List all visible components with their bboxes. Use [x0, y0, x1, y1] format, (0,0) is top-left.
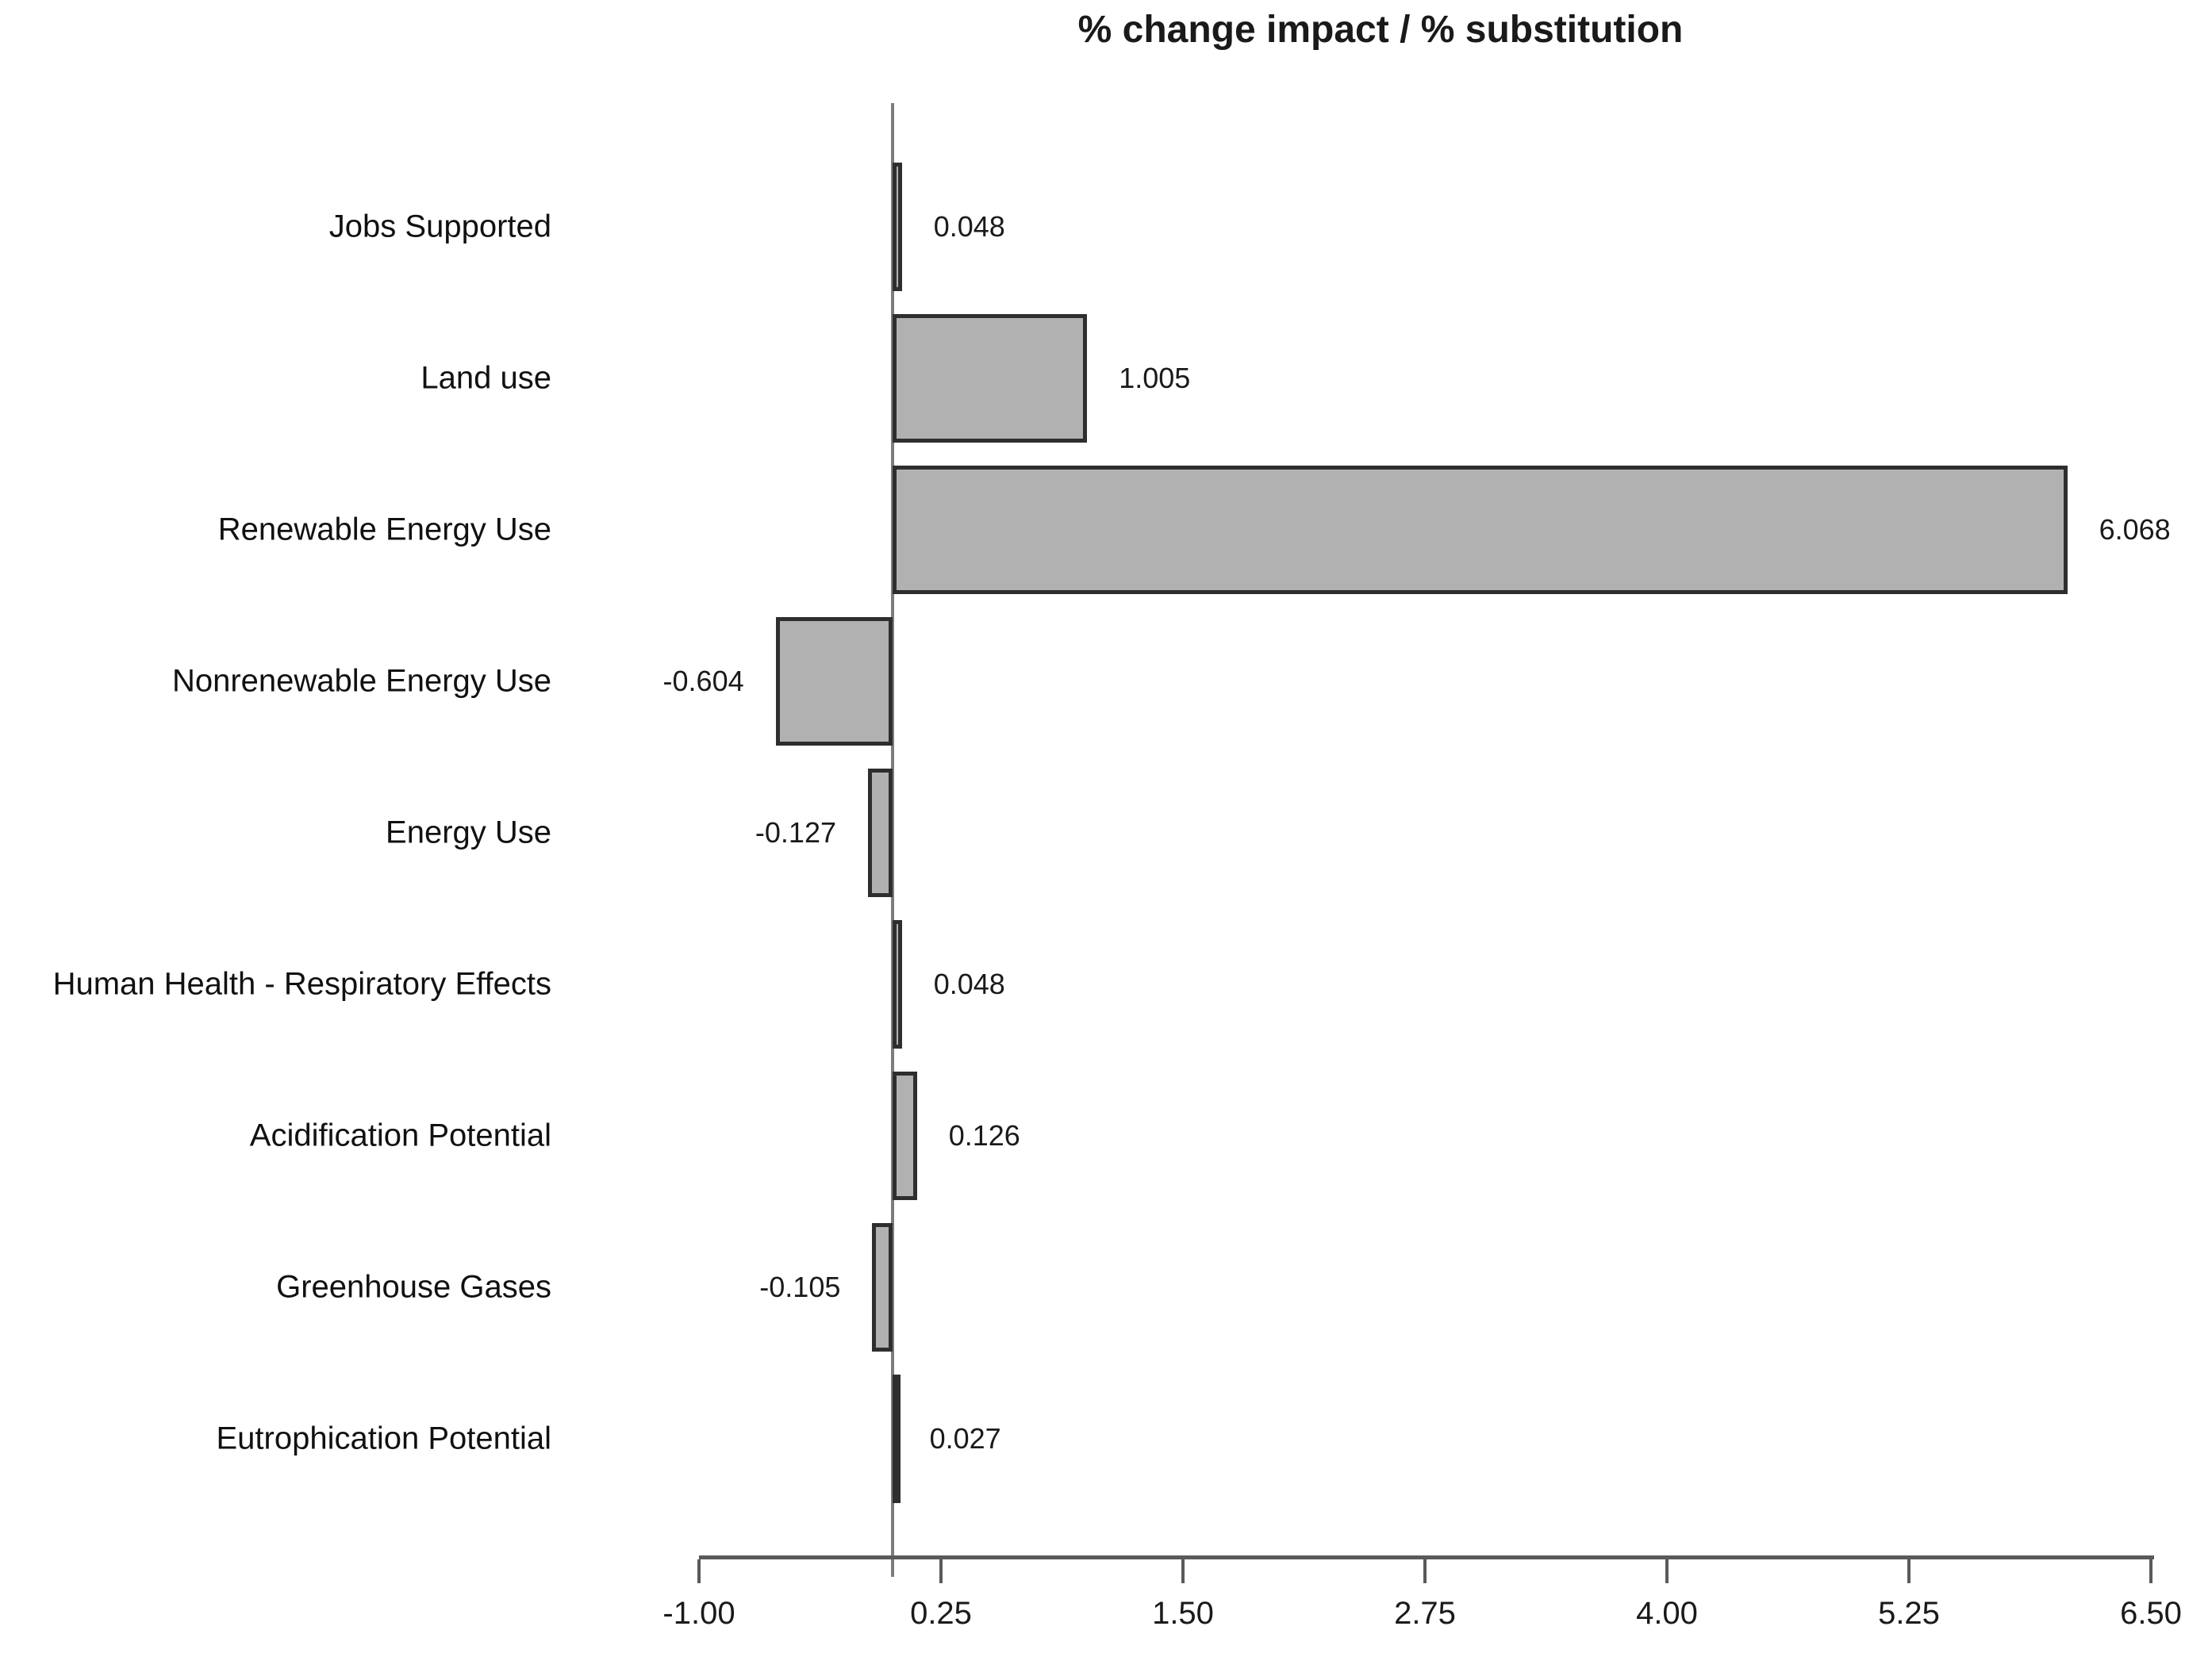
bar-value-label: 6.068 — [2099, 513, 2171, 546]
bar-value-label: 0.048 — [933, 210, 1005, 243]
x-axis-tick — [1181, 1559, 1185, 1583]
category-label: Energy Use — [386, 815, 551, 850]
bar — [893, 466, 2068, 594]
x-axis-tick — [939, 1559, 943, 1583]
bar-value-label: -0.604 — [662, 665, 744, 697]
category-label: Renewable Energy Use — [217, 512, 551, 547]
category-label: Land use — [421, 360, 551, 396]
bar — [868, 769, 893, 897]
bar — [893, 1072, 917, 1200]
category-label: Acidification Potential — [249, 1118, 551, 1153]
bar — [893, 1375, 901, 1503]
x-axis-tick-label: 2.75 — [1394, 1596, 1456, 1631]
bar — [893, 314, 1088, 443]
category-label: Greenhouse Gases — [276, 1269, 551, 1305]
bar — [872, 1223, 893, 1352]
x-axis-tick-label: 0.25 — [910, 1596, 972, 1631]
zero-line — [891, 103, 894, 1577]
x-axis-tick — [1907, 1559, 1911, 1583]
bar-value-label: 1.005 — [1119, 362, 1191, 394]
x-axis-tick-label: 4.00 — [1636, 1596, 1698, 1631]
category-label: Nonrenewable Energy Use — [171, 663, 551, 699]
category-label: Jobs Supported — [328, 209, 551, 244]
category-label: Human Health - Respiratory Effects — [52, 966, 551, 1002]
bar-value-label: 0.126 — [948, 1119, 1020, 1152]
bar-value-label: 0.027 — [929, 1422, 1001, 1455]
bar-value-label: -0.105 — [759, 1271, 841, 1303]
x-axis-tick-label: 6.50 — [2120, 1596, 2182, 1631]
bar-value-label: 0.048 — [933, 968, 1005, 1000]
x-axis-tick-label: 1.50 — [1152, 1596, 1214, 1631]
x-axis-tick — [2149, 1559, 2152, 1583]
category-label: Eutrophication Potential — [216, 1421, 552, 1456]
x-axis-tick — [697, 1559, 701, 1583]
bar-value-label: -0.127 — [755, 816, 836, 849]
bar — [893, 920, 902, 1049]
x-axis-tick — [1423, 1559, 1427, 1583]
x-axis-tick-label: -1.00 — [662, 1596, 735, 1631]
chart-title: % change impact / % substitution — [1077, 9, 1684, 51]
x-axis-line — [699, 1555, 2154, 1559]
x-axis-tick-label: 5.25 — [1878, 1596, 1940, 1631]
bar — [775, 617, 893, 746]
bar — [893, 163, 902, 291]
x-axis-tick — [1665, 1559, 1669, 1583]
